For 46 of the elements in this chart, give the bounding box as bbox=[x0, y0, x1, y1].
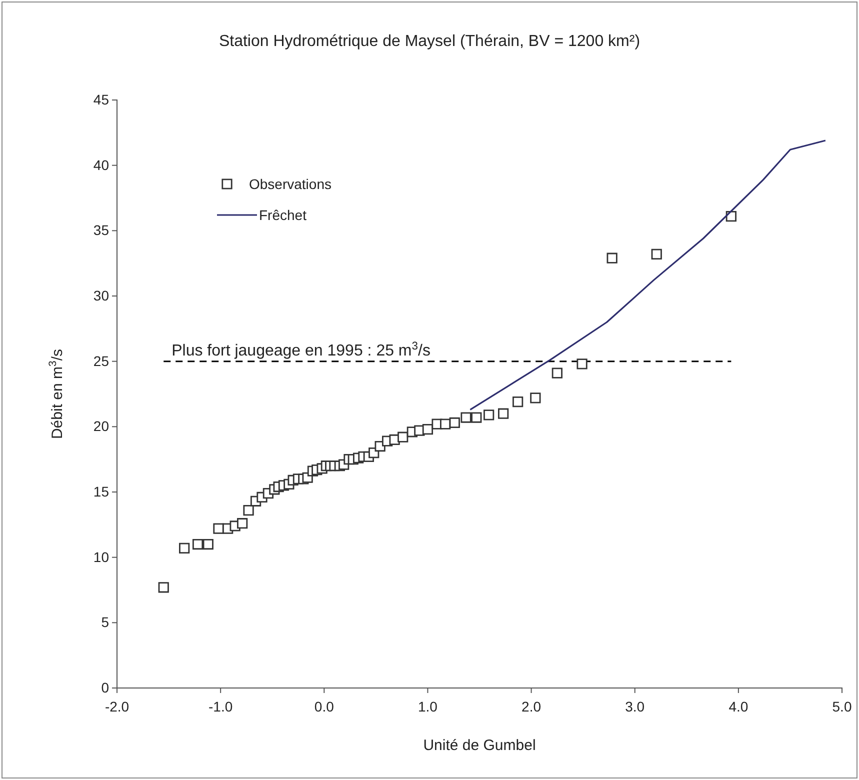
y-tick-label: 20 bbox=[93, 418, 110, 434]
x-tick-label: 4.0 bbox=[728, 698, 748, 714]
x-tick-label: 0.0 bbox=[314, 698, 334, 714]
point bbox=[449, 417, 460, 428]
point bbox=[726, 210, 736, 222]
x-tick-label: -2.0 bbox=[104, 698, 130, 714]
point bbox=[484, 410, 494, 420]
chart-title: Station Hydrométrique de Maysel (Thérain, BV = 1200 km²) bbox=[218, 33, 640, 50]
point bbox=[192, 538, 204, 550]
point bbox=[512, 396, 524, 408]
y-tick-label: 10 bbox=[93, 548, 110, 565]
y-tick-label: 45 bbox=[93, 91, 110, 108]
x-axis-title: Unité de Gumbel bbox=[423, 737, 536, 754]
x-tick-label: 1.0 bbox=[418, 698, 438, 714]
y-tick-label: 40 bbox=[93, 156, 110, 173]
point bbox=[422, 424, 434, 435]
point bbox=[460, 412, 472, 423]
y-tick-label: 5 bbox=[101, 614, 110, 630]
point bbox=[237, 518, 248, 529]
ref-line-label: Plus fort jaugeage en 1995 : 25 m$^{3}$/s bbox=[172, 340, 430, 360]
y-tick-label: 15 bbox=[93, 483, 110, 500]
x-tick-label: 2.0 bbox=[522, 698, 542, 714]
point bbox=[530, 392, 541, 404]
point bbox=[179, 542, 190, 554]
y-tick-label: 25 bbox=[93, 352, 110, 369]
y-tick-label: 0 bbox=[101, 679, 110, 696]
y-tick-label: 35 bbox=[93, 222, 110, 238]
point bbox=[398, 432, 408, 442]
x-tick-label: 3.0 bbox=[625, 698, 645, 714]
x-tick-label: -1.0 bbox=[208, 698, 233, 714]
point bbox=[651, 248, 662, 260]
y-tick-label: 30 bbox=[93, 287, 110, 304]
point bbox=[243, 504, 254, 516]
point bbox=[202, 538, 214, 550]
legend-label: Frêchet bbox=[259, 207, 307, 223]
point bbox=[213, 523, 224, 534]
point bbox=[576, 358, 588, 370]
point bbox=[606, 252, 618, 264]
point bbox=[158, 582, 169, 593]
point bbox=[552, 368, 562, 378]
point bbox=[471, 412, 482, 423]
x-tick-label: 5.0 bbox=[832, 698, 852, 714]
point bbox=[498, 408, 509, 419]
point bbox=[440, 418, 451, 430]
line-series bbox=[469, 140, 826, 410]
legend-label: Observations bbox=[249, 176, 332, 192]
